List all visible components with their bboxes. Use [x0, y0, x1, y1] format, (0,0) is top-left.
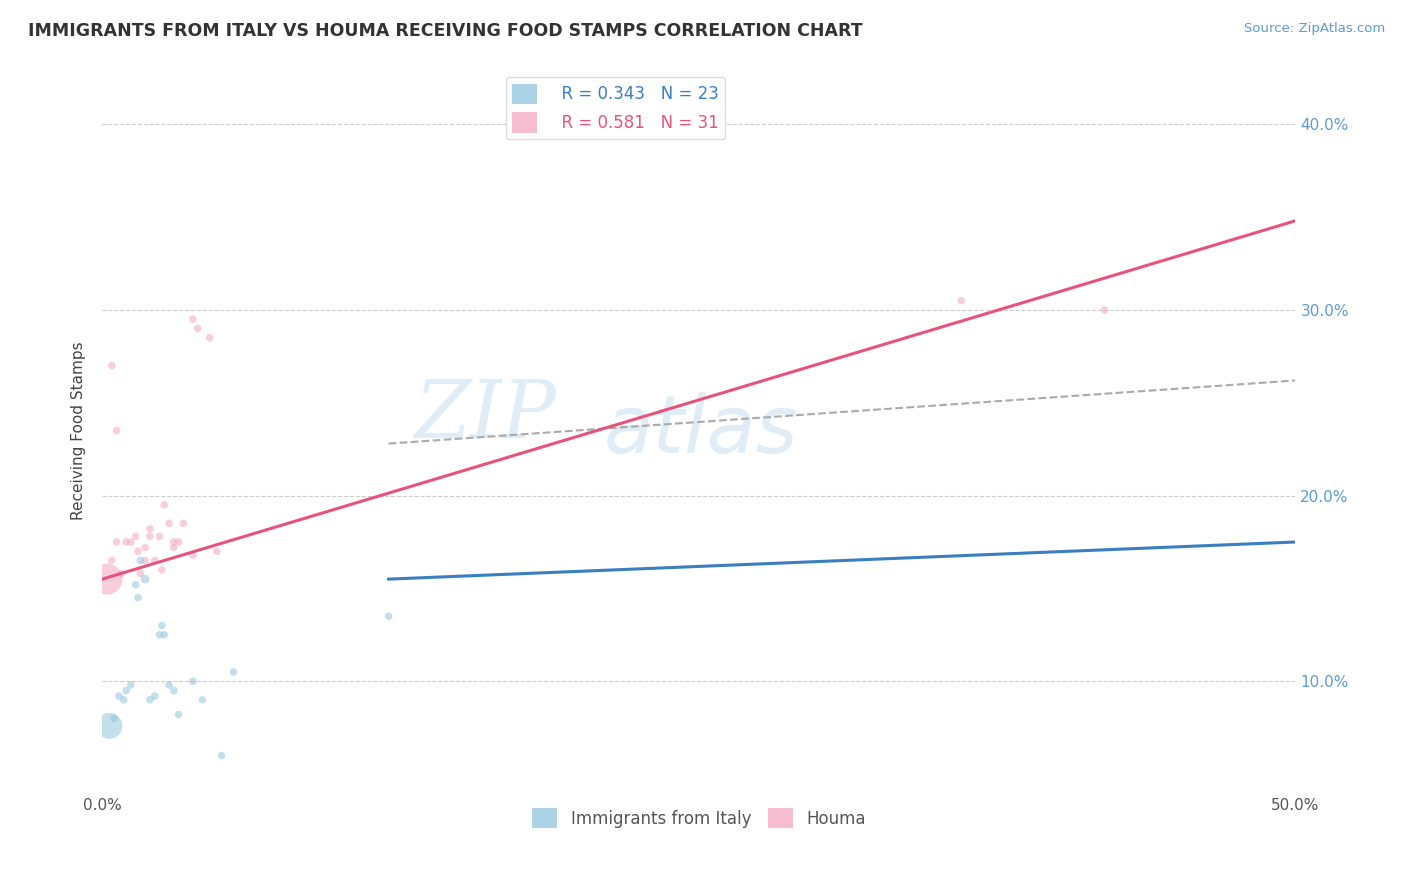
Point	[950, 293, 973, 308]
Point	[191, 693, 214, 707]
Point	[153, 498, 176, 512]
Point	[124, 577, 146, 591]
Text: IMMIGRANTS FROM ITALY VS HOUMA RECEIVING FOOD STAMPS CORRELATION CHART: IMMIGRANTS FROM ITALY VS HOUMA RECEIVING…	[28, 22, 863, 40]
Point	[105, 424, 128, 438]
Point	[150, 563, 173, 577]
Point	[148, 529, 170, 543]
Point	[205, 544, 228, 558]
Point	[148, 628, 170, 642]
Point	[96, 572, 118, 586]
Point	[163, 535, 186, 549]
Point	[120, 678, 142, 692]
Point	[127, 544, 149, 558]
Point	[163, 683, 186, 698]
Point	[98, 719, 121, 733]
Point	[150, 618, 173, 632]
Point	[115, 683, 138, 698]
Y-axis label: Receiving Food Stamps: Receiving Food Stamps	[72, 342, 86, 520]
Point	[187, 321, 209, 335]
Point	[115, 535, 138, 549]
Point	[172, 516, 194, 531]
Point	[139, 522, 162, 536]
Point	[129, 566, 152, 581]
Point	[167, 707, 190, 722]
Text: ZIP: ZIP	[413, 377, 555, 455]
Point	[103, 711, 125, 725]
Point	[163, 541, 186, 555]
Legend: Immigrants from Italy, Houma: Immigrants from Italy, Houma	[526, 801, 872, 835]
Point	[211, 748, 233, 763]
Point	[139, 529, 162, 543]
Point	[134, 553, 156, 567]
Point	[377, 609, 399, 624]
Point	[134, 572, 156, 586]
Point	[143, 553, 166, 567]
Point	[110, 566, 132, 581]
Point	[181, 312, 204, 326]
Point	[143, 689, 166, 703]
Point	[157, 516, 180, 531]
Point	[1094, 302, 1116, 317]
Text: Source: ZipAtlas.com: Source: ZipAtlas.com	[1244, 22, 1385, 36]
Point	[120, 535, 142, 549]
Point	[198, 331, 221, 345]
Point	[112, 693, 135, 707]
Point	[124, 529, 146, 543]
Point	[127, 591, 149, 605]
Text: atlas: atlas	[603, 392, 799, 469]
Point	[181, 548, 204, 562]
Point	[139, 693, 162, 707]
Point	[100, 553, 122, 567]
Point	[100, 359, 122, 373]
Point	[181, 674, 204, 689]
Point	[134, 541, 156, 555]
Point	[167, 535, 190, 549]
Point	[222, 665, 245, 679]
Point	[105, 535, 128, 549]
Point	[129, 553, 152, 567]
Point	[108, 689, 131, 703]
Point	[157, 678, 180, 692]
Point	[153, 628, 176, 642]
